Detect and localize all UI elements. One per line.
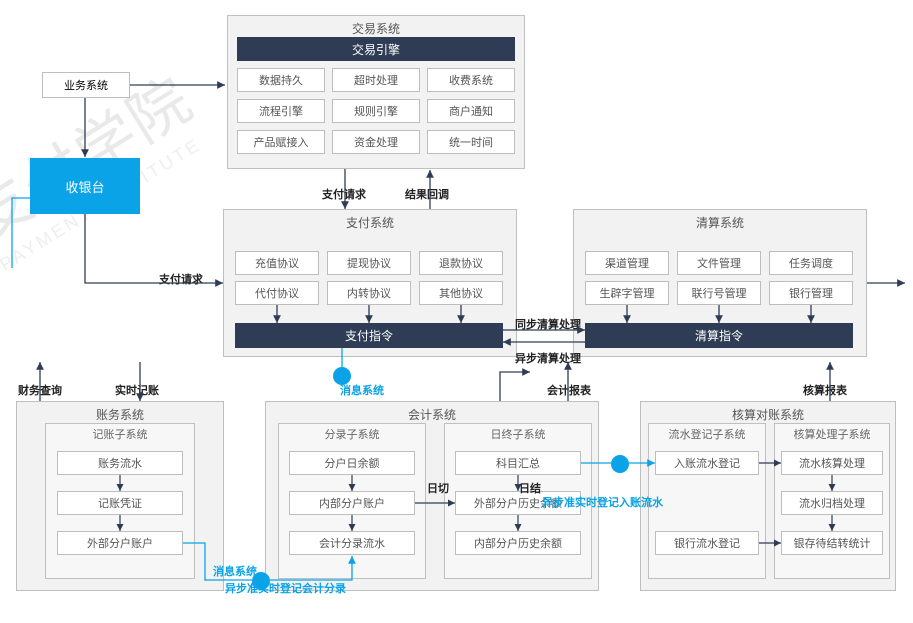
chip-ledg-0: 账务流水: [57, 451, 183, 475]
chip-clr-1: 文件管理: [677, 251, 761, 275]
lbl-asyncclear: 异步清算处理: [515, 350, 581, 366]
chip-day-0: 科目汇总: [455, 451, 581, 475]
chip-clr-3: 生辟字管理: [585, 281, 669, 305]
chip-pay-2: 退款协议: [419, 251, 503, 275]
group-title: 交易系统: [228, 20, 524, 37]
chip-ent-0: 分户日余额: [289, 451, 415, 475]
chip-ent-1: 内部分户账户: [289, 491, 415, 515]
chip-proc-0: 流水核算处理: [781, 451, 883, 475]
lbl-financeq: 财务查询: [18, 382, 62, 398]
lbl-auditrep: 核算报表: [803, 382, 847, 398]
chip-ledg-2: 外部分户账户: [57, 531, 183, 555]
chip-proc-1: 流水归档处理: [781, 491, 883, 515]
chip-trading-8: 统一时间: [427, 130, 515, 154]
chip-flow-1: 银行流水登记: [655, 531, 759, 555]
chip-pay-0: 充值协议: [235, 251, 319, 275]
lbl-acctrep: 会计报表: [547, 382, 591, 398]
group-title: 核算对账系统: [641, 406, 895, 423]
chip-trading-7: 资金处理: [332, 130, 420, 154]
group-title: 支付系统: [224, 214, 516, 231]
lbl-dayend-lbl: 日结: [519, 480, 541, 496]
bar-payment: 支付指令: [235, 323, 503, 348]
diagram-canvas: 支付学院 PAYMENT INSTITUTE 交易系统 交易引擎 数据持久 超时…: [0, 0, 913, 623]
chip-trading-0: 数据持久: [237, 68, 325, 92]
chip-clr-0: 渠道管理: [585, 251, 669, 275]
bar-engine: 交易引擎: [237, 37, 515, 61]
chip-pay-3: 代付协议: [235, 281, 319, 305]
chip-trading-6: 产品赋接入: [237, 130, 325, 154]
group-title: 清算系统: [574, 214, 866, 231]
chip-day-2: 内部分户历史余额: [455, 531, 581, 555]
box-cashier: 收银台: [30, 158, 140, 214]
chip-ledg-1: 记账凭证: [57, 491, 183, 515]
lbl-asyncacct: 异步准实时登记会计分录: [225, 580, 346, 596]
group-title: 日终子系统: [445, 426, 591, 442]
lbl-payreq2: 支付请求: [159, 271, 203, 287]
chip-pay-1: 提现协议: [327, 251, 411, 275]
group-title: 核算处理子系统: [775, 426, 889, 442]
lbl-daycut: 日切: [427, 480, 449, 496]
group-title: 记账子系统: [46, 426, 194, 442]
chip-trading-3: 流程引擎: [237, 99, 325, 123]
chip-trading-1: 超时处理: [332, 68, 420, 92]
lbl-payreq1: 支付请求: [322, 186, 366, 202]
subgroup-flowreg: 流水登记子系统: [648, 423, 766, 579]
group-title: 分录子系统: [279, 426, 425, 442]
lbl-resultcb: 结果回调: [405, 186, 449, 202]
dot-msg-2: [252, 572, 270, 590]
chip-clr-4: 联行号管理: [677, 281, 761, 305]
chip-flow-0: 入账流水登记: [655, 451, 759, 475]
chip-trading-2: 收费系统: [427, 68, 515, 92]
chip-pay-5: 其他协议: [419, 281, 503, 305]
lbl-msgsys1: 消息系统: [340, 382, 384, 398]
group-title: 流水登记子系统: [649, 426, 765, 442]
dot-msg-3: [611, 455, 629, 473]
chip-trading-5: 商户通知: [427, 99, 515, 123]
lbl-msgsys2: 消息系统: [213, 563, 257, 579]
chip-clr-2: 任务调度: [769, 251, 853, 275]
lbl-realtime: 实时记账: [115, 382, 159, 398]
chip-ent-2: 会计分录流水: [289, 531, 415, 555]
bar-clearing: 清算指令: [585, 323, 853, 348]
chip-trading-4: 规则引擎: [332, 99, 420, 123]
box-business: 业务系统: [42, 72, 130, 98]
lbl-syncclear: 同步清算处理: [515, 316, 581, 332]
group-title: 会计系统: [266, 406, 598, 423]
dot-msg-1: [333, 367, 351, 385]
chip-pay-4: 内转协议: [327, 281, 411, 305]
chip-proc-2: 银存待结转统计: [781, 531, 883, 555]
lbl-asyncflow: 异步准实时登记入账流水: [542, 494, 663, 510]
group-title: 账务系统: [17, 406, 223, 423]
chip-clr-5: 银行管理: [769, 281, 853, 305]
